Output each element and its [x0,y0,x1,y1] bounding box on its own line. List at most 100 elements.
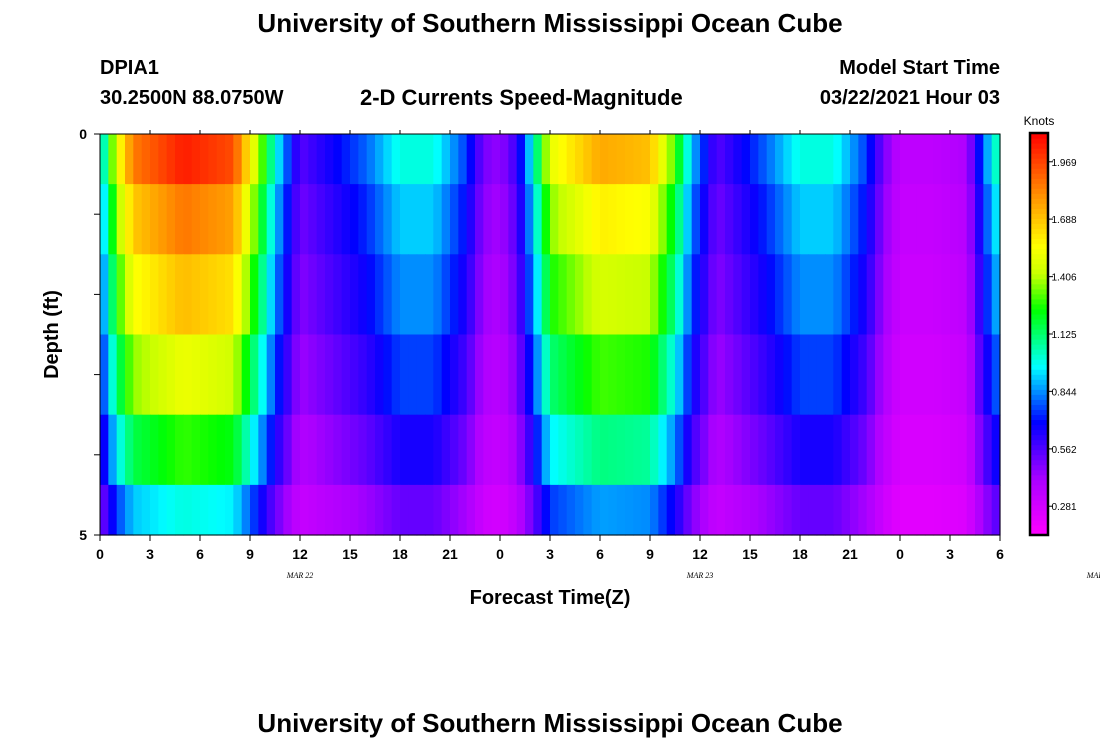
heatmap-cell [675,334,684,416]
heatmap-cell [641,254,651,336]
heatmap-cell [466,414,476,486]
heatmap-cell [791,184,801,255]
heatmap-cell [483,184,493,255]
x-tick-label: 3 [546,546,554,562]
heatmap-cell [333,414,343,486]
colorbar-segment [1030,429,1048,436]
heatmap-cell [991,414,1001,486]
heatmap-cell [366,254,376,336]
heatmap-cell [675,134,684,185]
heatmap-cell [591,414,601,486]
heatmap-cell [175,184,184,255]
colorbar-segment [1030,354,1048,360]
heatmap-cell [691,254,701,336]
colorbar-segment [1030,349,1048,355]
heatmap-cell [725,184,734,255]
heatmap-cell [383,484,393,536]
colorbar-segment [1030,469,1048,476]
heatmap-cell [466,484,476,536]
heatmap-cell [191,334,201,416]
heatmap-cell [550,414,559,486]
heatmap-cell [325,414,334,486]
heatmap-cell [616,334,626,416]
heatmap-cell [516,334,526,416]
heatmap-cell [125,184,134,255]
heatmap-cell [883,414,893,486]
heatmap-cell [783,484,793,536]
heatmap-cell [250,484,259,536]
heatmap-cell [633,184,643,255]
heatmap-cell [425,484,434,536]
heatmap-cell [975,254,984,336]
heatmap-cell [150,134,159,185]
heatmap-cell [241,414,251,486]
heatmap-cell [758,184,768,255]
heatmap-cell [700,184,709,255]
colorbar-segment [1030,474,1048,481]
heatmap-cell [558,254,568,336]
heatmap-cell [266,184,276,255]
heatmap-cell [891,334,901,416]
heatmap-cell [108,484,118,536]
heatmap-cell [766,414,776,486]
heatmap-cell [216,184,226,255]
heatmap-cell [875,414,884,486]
heatmap-cell [366,334,376,416]
model-start-label: Model Start Time [839,57,1000,79]
heatmap-cell [925,334,934,416]
heatmap-cell [366,414,376,486]
heatmap-cell [425,334,434,416]
model-start-value: 03/22/2021 Hour 03 [819,87,1000,109]
heatmap-cell [908,184,918,255]
heatmap-cell [241,184,251,255]
heatmap-cell [716,334,726,416]
heatmap-cell [200,184,209,255]
x-tick-label: 9 [646,546,654,562]
heatmap-cell [158,414,168,486]
heatmap-cell [341,134,351,185]
plot-title: 2-D Currents Speed-Magnitude [360,85,683,110]
heatmap-cell [350,184,359,255]
heatmap-cell [508,184,518,255]
heatmap-cell [808,254,818,336]
heatmap-cell [808,484,818,536]
heatmap-cell [650,134,659,185]
heatmap-cell [116,254,126,336]
heatmap-cell [308,254,318,336]
heatmap-cell [491,134,501,185]
heatmap-cell [500,414,509,486]
colorbar-segment [1030,424,1048,431]
heatmap-cell [633,134,643,185]
heatmap-cell [166,184,176,255]
heatmap-cell [875,254,884,336]
heatmap-cell [291,484,301,536]
heatmap-cell [941,484,951,536]
heatmap-cell [308,334,318,416]
heatmap-cell [141,254,151,336]
heatmap-cell [175,484,184,536]
heatmap-cell [608,334,618,416]
heatmap-cell [316,134,326,185]
heatmap-cell [475,414,484,486]
heatmap-cell [708,334,718,416]
colorbar-segment [1030,439,1048,446]
heatmap-cell [783,334,793,416]
heatmap-cell [283,334,293,416]
heatmap-cell [183,334,193,416]
heatmap-cell [391,334,401,416]
heatmap-cell [591,134,601,185]
heatmap-cell [891,414,901,486]
heatmap-cell [125,254,134,336]
colorbar-segment [1030,444,1048,451]
heatmap-cell [616,184,626,255]
heatmap-cell [850,134,859,185]
heatmap-cell [266,254,276,336]
heatmap-cell [816,184,826,255]
heatmap-cell [925,134,934,185]
heatmap-cell [241,334,251,416]
heatmap-cell [258,184,268,255]
heatmap-cell [283,414,293,486]
heatmap-cell [700,334,709,416]
heatmap-cell [241,134,251,185]
